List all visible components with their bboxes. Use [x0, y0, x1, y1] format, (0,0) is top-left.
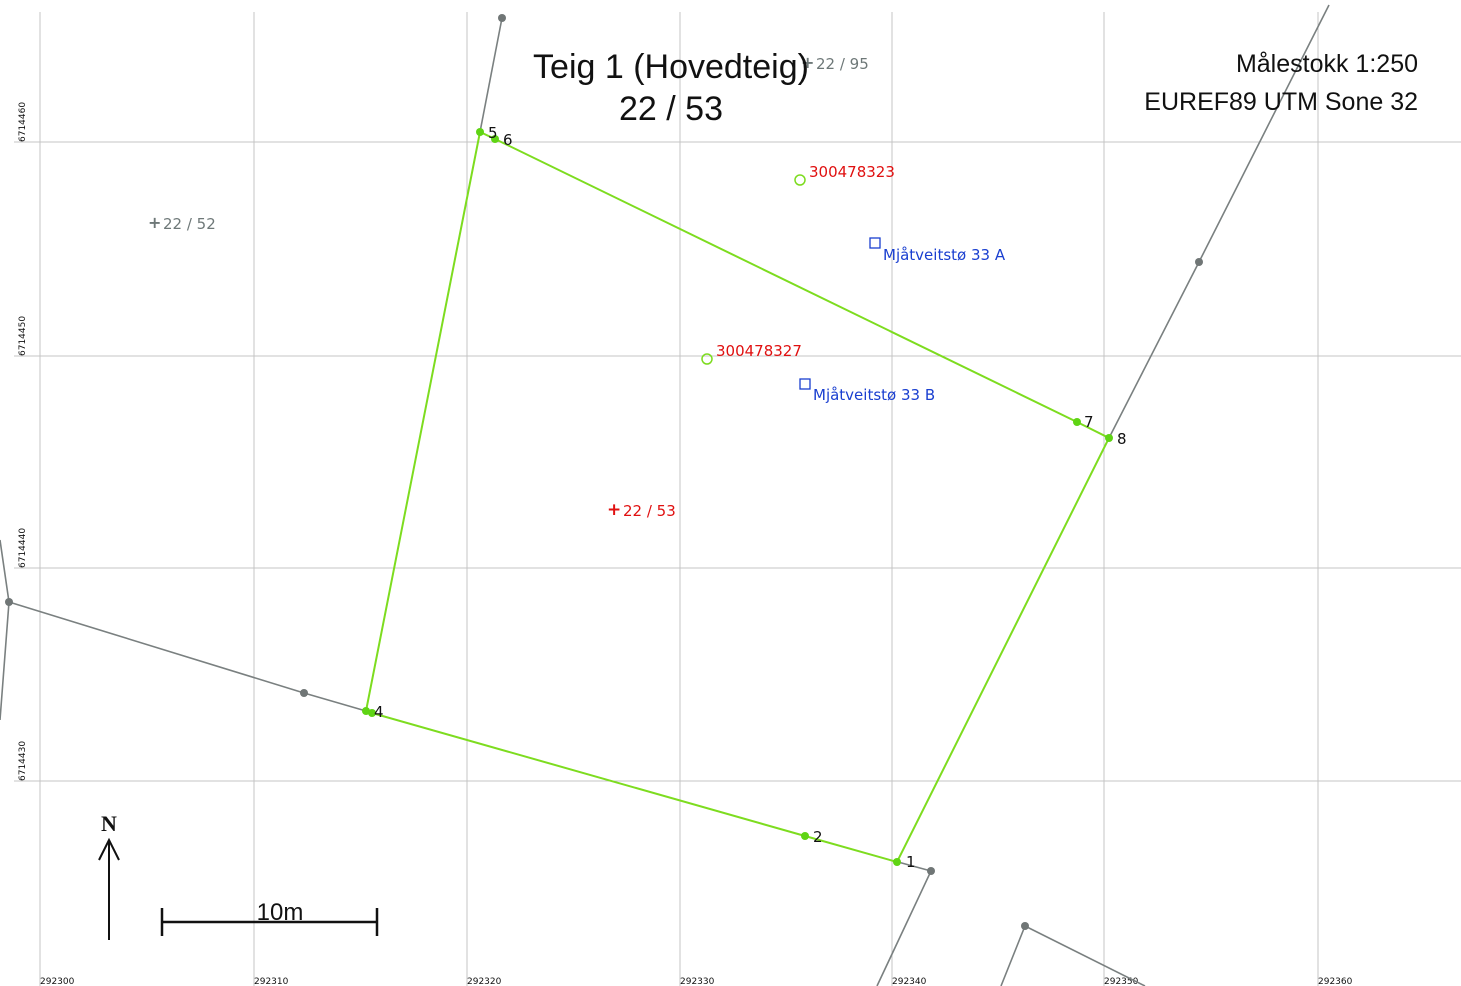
- boundary-points: [362, 128, 1113, 866]
- map-title: Teig 1 (Hovedteig): [533, 48, 809, 86]
- building-circle-icon[interactable]: [794, 174, 806, 186]
- point-label-2: 2: [813, 828, 823, 846]
- x-tick-label: 292330: [680, 977, 715, 986]
- neighbor-boundary-west-vertical[interactable]: [0, 539, 10, 721]
- plus-marker-icon: +: [607, 500, 621, 520]
- plus-marker-icon: +: [148, 213, 161, 232]
- map-subtitle: 22 / 53: [619, 90, 723, 128]
- projection-text: EUREF89 UTM Sone 32: [1144, 88, 1418, 116]
- neighbor-vertex[interactable]: [1195, 258, 1203, 266]
- neighbor-boundary-south[interactable]: [876, 861, 933, 986]
- north-arrowhead-icon: [98, 837, 120, 861]
- neighbor-vertex[interactable]: [1021, 922, 1029, 930]
- neighbor-vertex[interactable]: [927, 867, 935, 875]
- address-label-33a[interactable]: Mjåtveitstø 33 A: [883, 246, 1006, 264]
- y-tick-labels: 6714460 6714450 6714440 6714430: [18, 102, 28, 781]
- point-label-1: 1: [906, 853, 916, 871]
- north-arrow: N: [98, 811, 120, 940]
- point-label-8: 8: [1117, 430, 1127, 448]
- building-circle-icon[interactable]: [701, 353, 713, 365]
- parcel-label-22-52[interactable]: 22 / 52: [163, 215, 216, 233]
- plus-marker-icon: +: [801, 53, 814, 72]
- point-label-4: 4: [374, 703, 384, 721]
- parcel-label-22-53[interactable]: 22 / 53: [623, 502, 676, 520]
- boundary-point-4b[interactable]: [368, 709, 376, 717]
- building-label-300478327[interactable]: 300478327: [716, 342, 802, 360]
- parcel-boundary-22-53[interactable]: [364, 130, 1111, 864]
- addresses: Mjåtveitstø 33 A Mjåtveitstø 33 B: [799, 237, 1006, 404]
- x-tick-label: 292300: [40, 977, 75, 986]
- boundary-point-1[interactable]: [893, 858, 901, 866]
- x-tick-label: 292320: [467, 977, 502, 986]
- buildings: 300478323 300478327: [701, 163, 895, 365]
- y-tick-label: 6714430: [18, 741, 28, 781]
- coordinate-grid: [14, 12, 1461, 986]
- neighbor-vertex[interactable]: [498, 14, 506, 22]
- neighbor-vertex[interactable]: [5, 598, 13, 606]
- boundary-point-2[interactable]: [801, 832, 809, 840]
- address-square-icon[interactable]: [799, 378, 811, 390]
- boundary-point-7[interactable]: [1073, 418, 1081, 426]
- boundary-point-6[interactable]: [491, 135, 499, 143]
- scale-bar-label: 10m: [257, 899, 304, 926]
- y-tick-label: 6714450: [18, 316, 28, 356]
- neighbor-boundaries: [0, 4, 1330, 986]
- scale-ratio-text: Målestokk 1:250: [1236, 50, 1418, 78]
- x-tick-label: 292310: [254, 977, 289, 986]
- x-tick-label: 292350: [1104, 977, 1139, 986]
- neighbor-vertices: [5, 14, 1203, 930]
- neighbor-vertex[interactable]: [300, 689, 308, 697]
- north-label: N: [101, 811, 117, 836]
- y-tick-label: 6714440: [18, 528, 28, 568]
- boundary-point-labels: 1 2 4 5 6 7 8: [374, 124, 1127, 871]
- address-square-icon[interactable]: [869, 237, 881, 249]
- point-label-7: 7: [1084, 413, 1094, 431]
- address-label-33b[interactable]: Mjåtveitstø 33 B: [813, 386, 935, 404]
- scale-bar: [160, 908, 379, 936]
- point-label-6: 6: [503, 131, 513, 149]
- parcel-labels: + 22 / 52 + 22 / 95 + 22 / 53: [148, 53, 869, 520]
- boundary-point-8[interactable]: [1105, 434, 1113, 442]
- neighbor-boundary-west[interactable]: [8, 601, 367, 712]
- x-tick-label: 292340: [892, 977, 927, 986]
- boundary-point-5[interactable]: [476, 128, 484, 136]
- x-tick-label: 292360: [1318, 977, 1353, 986]
- point-label-5: 5: [488, 124, 498, 142]
- x-tick-labels: 292300 292310 292320 292330 292340 29235…: [40, 977, 1353, 986]
- y-tick-label: 6714460: [18, 102, 28, 142]
- neighbor-boundary-north[interactable]: [479, 17, 503, 133]
- building-label-300478323[interactable]: 300478323: [809, 163, 895, 181]
- parcel-label-22-95[interactable]: 22 / 95: [816, 55, 869, 73]
